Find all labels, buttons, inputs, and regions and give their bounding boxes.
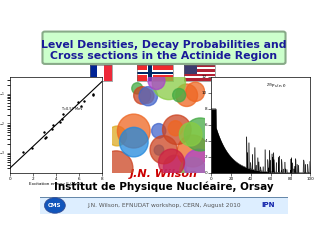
Bar [40, 198, 288, 214]
Bar [184, 78, 215, 81]
Text: Cross sections in the Actinide Region: Cross sections in the Actinide Region [51, 51, 277, 60]
Circle shape [117, 114, 150, 148]
Circle shape [132, 83, 143, 94]
Bar [184, 69, 215, 72]
Circle shape [150, 136, 177, 164]
Circle shape [180, 157, 206, 185]
Circle shape [140, 89, 154, 103]
Text: Level Densities, Decay Probabilities and: Level Densities, Decay Probabilities and [41, 40, 287, 49]
Text: T=0.57 MeV: T=0.57 MeV [61, 107, 82, 111]
Circle shape [158, 149, 184, 176]
Circle shape [179, 123, 202, 146]
Circle shape [120, 127, 148, 157]
Text: $^{239}$Pu(n,f): $^{239}$Pu(n,f) [266, 82, 287, 91]
Circle shape [108, 126, 127, 146]
Bar [148, 65, 152, 81]
Text: CMS: CMS [48, 203, 62, 208]
Bar [137, 72, 173, 74]
Text: Institut de Physique Nucléaire, Orsay: Institut de Physique Nucléaire, Orsay [54, 181, 274, 192]
Circle shape [139, 87, 157, 106]
Bar [184, 74, 215, 76]
Bar [147, 65, 153, 81]
Circle shape [152, 65, 186, 100]
Circle shape [164, 155, 186, 179]
Circle shape [163, 115, 191, 144]
Bar [184, 65, 215, 67]
Bar [184, 72, 215, 74]
Circle shape [173, 89, 186, 102]
Circle shape [134, 87, 151, 104]
Circle shape [186, 82, 205, 102]
Circle shape [184, 118, 216, 151]
Circle shape [176, 84, 197, 107]
Bar [137, 70, 173, 75]
Bar [40, 197, 288, 198]
Bar [137, 65, 173, 81]
X-axis label: Excitation energy E (MeV): Excitation energy E (MeV) [29, 182, 83, 186]
Circle shape [177, 135, 208, 167]
Bar [184, 67, 215, 69]
Bar [184, 76, 215, 78]
Bar [90, 65, 97, 81]
Bar [97, 65, 104, 81]
Circle shape [168, 121, 183, 136]
FancyBboxPatch shape [43, 32, 285, 64]
Text: IPN: IPN [261, 203, 275, 209]
Bar [90, 65, 112, 81]
Text: J.N. Wilson, EFNUDAT workshop, CERN, August 2010: J.N. Wilson, EFNUDAT workshop, CERN, Aug… [87, 203, 241, 208]
Circle shape [184, 149, 213, 180]
Circle shape [44, 198, 65, 213]
Text: J.N. Wilson: J.N. Wilson [130, 169, 198, 179]
Bar [184, 65, 197, 74]
Bar [137, 65, 173, 81]
Circle shape [100, 151, 133, 185]
Bar [104, 65, 112, 81]
Circle shape [148, 72, 165, 90]
Bar [184, 65, 215, 81]
Circle shape [154, 145, 164, 155]
Circle shape [152, 124, 166, 138]
